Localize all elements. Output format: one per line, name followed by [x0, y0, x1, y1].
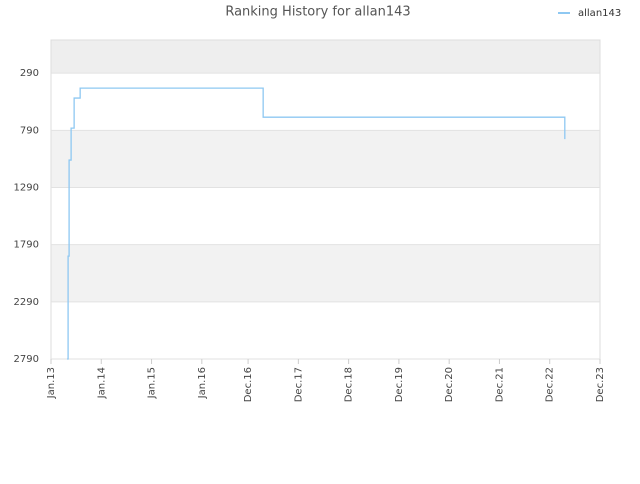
x-tick-label: Jan.14 [96, 367, 107, 399]
x-tick-label: Dec.17 [293, 367, 304, 402]
band [51, 244, 600, 302]
band [51, 187, 600, 245]
x-tick-label: Dec.20 [444, 367, 455, 402]
y-tick-label: 1790 [14, 240, 39, 251]
y-tick-label: 2290 [14, 297, 39, 308]
band [51, 73, 600, 131]
band [51, 301, 600, 359]
x-tick-label: Dec.19 [394, 367, 405, 402]
chart-title: Ranking History for allan143 [225, 5, 410, 20]
y-tick-label: 2790 [14, 354, 39, 365]
x-tick-label: Dec.22 [545, 367, 556, 402]
band [51, 130, 600, 188]
band [51, 40, 600, 74]
x-tick-label: Jan.13 [46, 367, 57, 399]
y-tick-label: 290 [20, 68, 39, 79]
y-tick-label: 790 [20, 125, 39, 136]
series-line [67, 87, 566, 360]
x-tick-label: Dec.23 [595, 367, 606, 402]
x-tick-label: Dec.16 [243, 367, 254, 402]
x-tick-label: Dec.21 [494, 367, 505, 402]
x-tick-label: Dec.18 [344, 367, 355, 402]
x-tick-label: Jan.15 [147, 367, 158, 399]
x-tick-label: Jan.16 [197, 367, 208, 399]
y-tick-label: 1290 [14, 182, 39, 193]
legend-label: allan143 [578, 8, 621, 19]
